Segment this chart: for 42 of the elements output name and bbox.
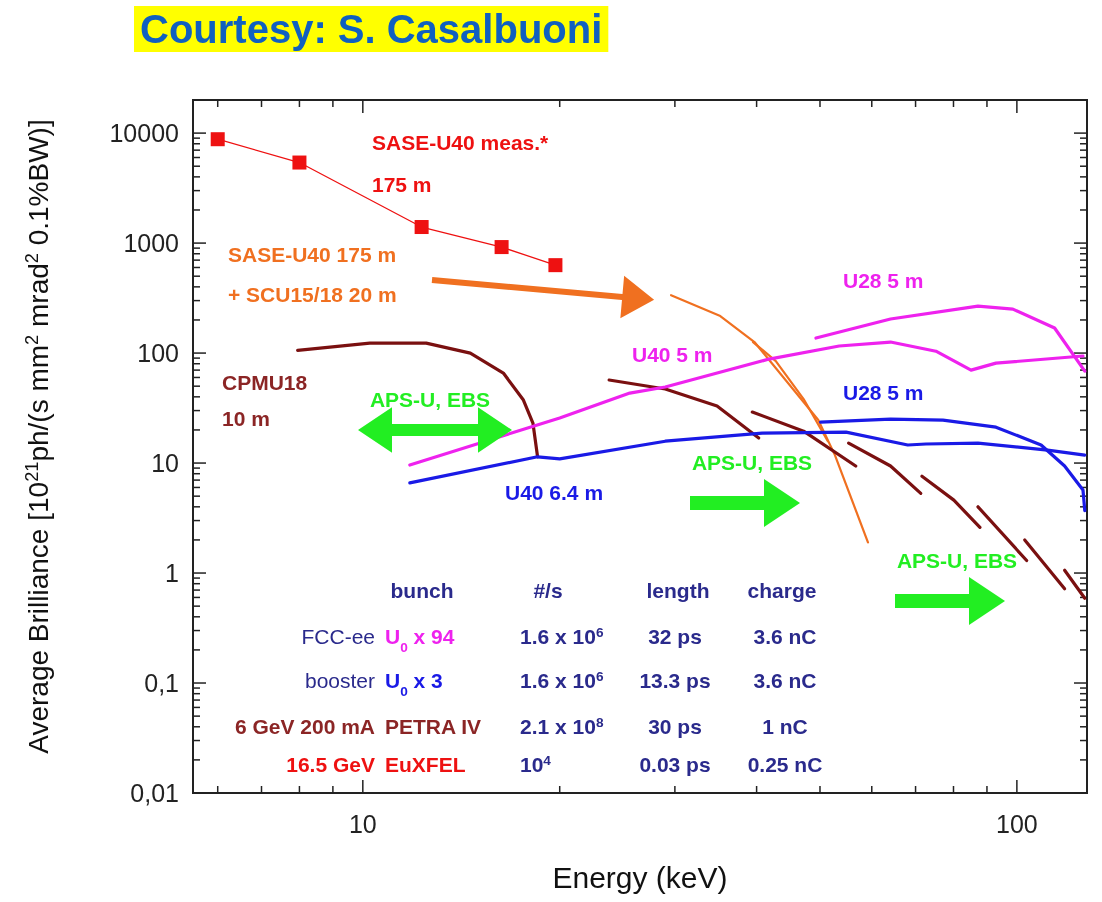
series-label: U40 5 m: [632, 343, 713, 366]
x-axis-title: Energy (keV): [552, 861, 728, 894]
y-tick-label: 0,01: [130, 779, 179, 807]
series-label: SASE-U40 meas.* 175 m: [372, 131, 550, 196]
annotation: bunch: [390, 579, 454, 602]
annotation: 2.1 x 10$^{8}$: [520, 714, 604, 738]
series-label: U40 6.4 m: [505, 481, 604, 504]
annotation: U$_{0}$ x 94: [385, 625, 455, 655]
annotation: charge: [747, 579, 817, 602]
annotation: 6 GeV 200 mA: [234, 715, 375, 738]
annotation: FCC-ee: [301, 625, 375, 648]
annotation: 3.6 nC: [753, 669, 817, 692]
annotation: #/s: [533, 579, 563, 602]
y-tick-label: 0,1: [144, 669, 179, 698]
y-tick-label: 1: [165, 559, 179, 588]
y-tick-label: 100: [137, 339, 179, 368]
annotation: 16.5 GeV: [286, 753, 375, 776]
annotation: U$_{0}$ x 3: [385, 669, 443, 699]
annotation: 0.25 nC: [747, 753, 823, 776]
annotation: 10$^{4}$: [520, 752, 552, 776]
annotation: APS-U, EBS: [369, 388, 491, 411]
annotation: APS-U, EBS: [691, 451, 813, 474]
y-tick-label: 10000: [109, 119, 179, 148]
y-tick-label: 1000: [123, 229, 179, 258]
series-label: U28 5 m: [843, 381, 924, 404]
annotation: PETRA IV: [385, 715, 482, 738]
annotation: 0.03 ps: [639, 753, 711, 776]
y-tick-label: 10: [151, 449, 179, 478]
annotation: 1 nC: [762, 715, 808, 738]
series-label: CPMU18 10 m: [222, 371, 308, 430]
annotation: 32 ps: [648, 625, 702, 648]
annotation: 30 ps: [648, 715, 702, 738]
annotation: EuXFEL: [385, 753, 466, 776]
annotation: 13.3 ps: [639, 669, 711, 692]
series-label: U28 5 m: [843, 269, 924, 292]
text: SASE-U40 175 m + SCU15/18 20 m: [228, 243, 397, 306]
annotation: APS-U, EBS: [896, 549, 1018, 572]
annotation: length: [646, 579, 710, 602]
annotation: booster: [304, 669, 375, 692]
annotation: 3.6 nC: [753, 625, 817, 648]
annotation: 1.6 x 10$^{6}$: [520, 624, 604, 648]
annotation: 1.6 x 10$^{6}$: [520, 668, 604, 692]
